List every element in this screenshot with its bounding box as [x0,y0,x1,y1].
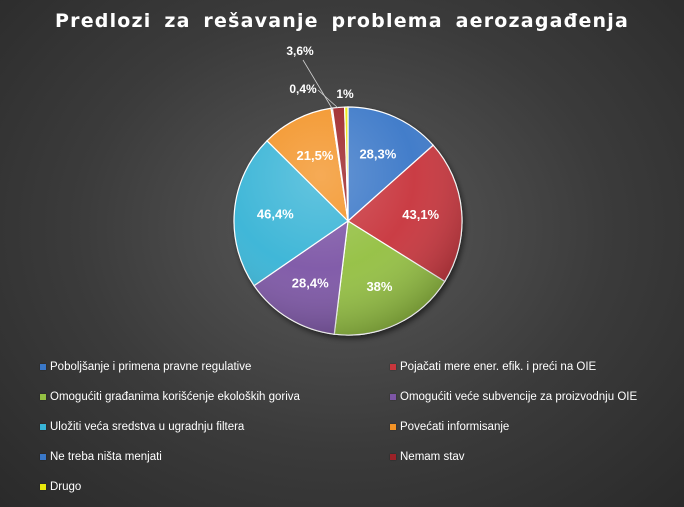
legend-item-drugo: Drugo [40,481,81,493]
legend-label: Uložiti veća sredstva u ugradnju filtera [50,421,245,433]
legend-marker [390,454,396,460]
legend-marker [390,364,396,370]
legend-marker [390,424,396,430]
legend-item-poboljsanje-i-primena-pravne-regulative: Poboljšanje i primena pravne regulative [40,361,251,373]
legend-marker [40,394,46,400]
data-label-uloziti-veca-sredstva-u-ugradnju-filtera: 46,4% [257,207,294,222]
legend-label: Pojačati mere ener. efik. i preći na OIE [400,361,597,373]
legend-item-uloziti-veca-sredstva-u-ugradnju-filtera: Uložiti veća sredstva u ugradnju filtera [40,421,244,433]
legend-marker [40,484,46,490]
legend-label: Drugo [50,481,82,493]
data-label-pojacati-mere-ener-efik-i-preci-na-oie: 43,1% [402,207,439,222]
data-label-drugo: 1% [336,87,354,101]
legend-item-nemam-stav: Nemam stav [390,451,465,463]
legend-label: Nemam stav [400,451,465,463]
legend-marker [40,364,46,370]
legend-item-omoguciti-gradjanima-koriscenje-ekoloskih-goriva: Omogućiti građanima korišćenje ekoloških… [40,391,300,403]
leader-line-ne-treba-nista-menjati [317,89,339,109]
data-label-omoguciti-vece-subvencije-za-proizvodnju-oie: 28,4% [292,275,329,290]
legend-item-povecati-informisanje: Povećati informisanje [390,421,509,433]
legend-item-omoguciti-vece-subvencije-za-proizvodnju-oie: Omogućiti veće subvencije za proizvodnju… [390,391,637,403]
legend-marker [40,424,46,430]
data-label-poboljsanje-i-primena-pravne-regulative: 28,3% [359,146,396,161]
legend-marker [390,394,396,400]
data-label-ne-treba-nista-menjati: 0,4% [289,82,317,96]
data-label-omoguciti-gradjanima-koriscenje-ekoloskih-goriva: 38% [366,279,392,294]
legend-label: Povećati informisanje [400,421,510,433]
data-label-povecati-informisanje: 21,5% [297,148,334,163]
legend-item-pojacati-mere-ener-efik-i-preci-na-oie: Pojačati mere ener. efik. i preći na OIE [390,361,596,373]
legend-label: Ne treba ništa menjati [50,451,162,463]
legend-marker [40,454,46,460]
leader-line-nemam-stav [302,59,334,111]
legend-label: Omogućiti veće subvencije za proizvodnju… [400,391,638,403]
legend-label: Poboljšanje i primena pravne regulative [50,361,252,373]
legend-label: Omogućiti građanima korišćenje ekoloških… [50,391,300,403]
chart-title: Predlozi za rešavanje problema aerozagađ… [55,10,629,32]
data-label-nemam-stav: 3,6% [286,44,314,58]
legend-item-ne-treba-nista-menjati: Ne treba ništa menjati [40,451,162,463]
